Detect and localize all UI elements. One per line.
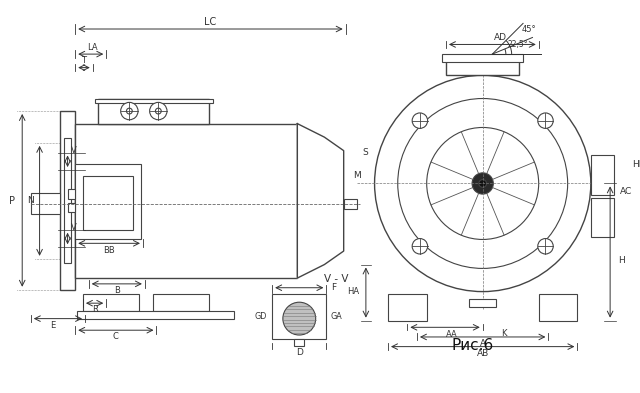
Circle shape	[121, 102, 138, 120]
Bar	[60, 111, 76, 290]
Circle shape	[538, 113, 553, 129]
Bar	[68, 189, 76, 199]
Circle shape	[127, 108, 132, 114]
Text: V: V	[70, 146, 76, 155]
Bar	[83, 176, 133, 230]
Circle shape	[283, 302, 316, 335]
Bar	[76, 164, 141, 239]
Text: AC: AC	[620, 187, 632, 196]
Text: V: V	[70, 223, 76, 232]
Circle shape	[412, 113, 428, 129]
Text: LA: LA	[88, 43, 98, 52]
Text: AA: AA	[446, 330, 458, 338]
Text: LC: LC	[204, 17, 216, 27]
Bar	[64, 138, 72, 263]
Bar	[469, 299, 496, 307]
Circle shape	[150, 102, 167, 120]
Bar	[294, 339, 304, 346]
Circle shape	[156, 108, 161, 114]
Text: A: A	[479, 339, 486, 348]
Text: K: K	[501, 329, 507, 338]
Text: ВЕНТОЛ: ВЕНТОЛ	[70, 239, 239, 273]
Text: V - V: V - V	[324, 274, 348, 284]
Bar	[76, 124, 298, 278]
Bar	[99, 99, 209, 124]
Text: AB: AB	[477, 349, 489, 358]
Text: AD: AD	[493, 33, 507, 42]
Text: N: N	[28, 196, 35, 206]
Bar	[344, 199, 357, 209]
Text: F: F	[332, 283, 337, 292]
Text: T: T	[81, 56, 86, 65]
Text: HD: HD	[632, 160, 640, 169]
Bar	[77, 311, 234, 319]
Bar	[591, 198, 614, 237]
Text: HA: HA	[348, 287, 360, 296]
Polygon shape	[298, 124, 344, 278]
Bar	[68, 203, 76, 213]
Bar	[539, 294, 577, 321]
Bar	[388, 294, 427, 321]
Text: GA: GA	[330, 312, 342, 321]
Circle shape	[472, 173, 493, 194]
Circle shape	[427, 127, 539, 239]
Bar	[31, 193, 60, 214]
Text: P: P	[8, 196, 15, 206]
Text: E: E	[51, 321, 56, 330]
Circle shape	[397, 99, 568, 268]
Bar	[272, 294, 326, 339]
Text: 45°: 45°	[522, 26, 536, 35]
Bar	[152, 294, 209, 311]
Bar	[442, 54, 524, 62]
Bar	[95, 99, 213, 103]
Text: 22,5°: 22,5°	[507, 40, 528, 49]
Text: Рис.6: Рис.6	[452, 338, 494, 353]
Text: R: R	[92, 305, 97, 314]
Circle shape	[412, 239, 428, 254]
Text: GD: GD	[254, 312, 266, 321]
Text: S: S	[362, 148, 368, 157]
Bar	[446, 56, 520, 75]
Bar	[591, 154, 614, 195]
Text: BB: BB	[103, 246, 115, 255]
Text: M: M	[353, 171, 361, 180]
Text: H: H	[618, 256, 625, 265]
Text: C: C	[113, 332, 119, 342]
Text: D: D	[296, 348, 303, 357]
Text: B: B	[114, 286, 120, 295]
Circle shape	[479, 180, 486, 187]
Circle shape	[538, 239, 553, 254]
Bar	[83, 294, 139, 311]
Circle shape	[374, 75, 591, 292]
